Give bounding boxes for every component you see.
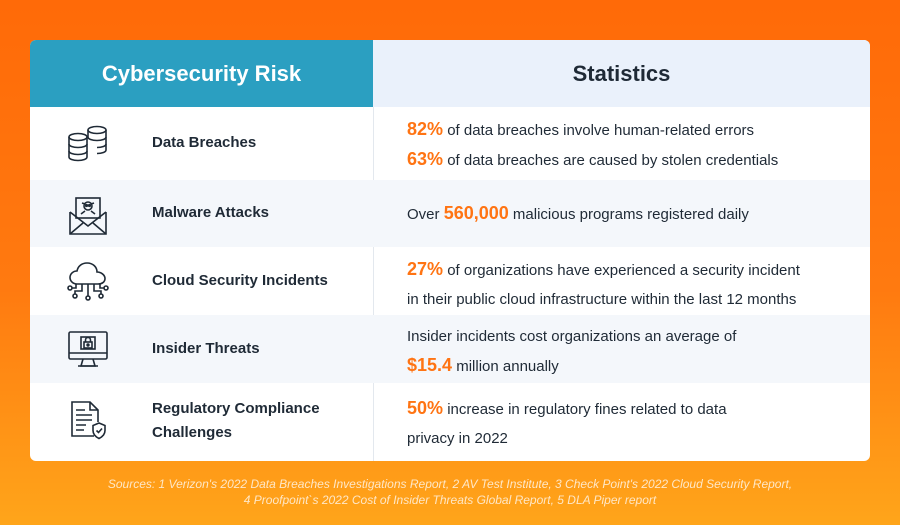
risk-name: Malware Attacks <box>152 204 269 221</box>
table-row-insider-threats: Insider Threats Insider incidents cost o… <box>30 315 870 383</box>
risk-name: Regulatory Compliance Challenges <box>152 400 320 441</box>
risk-name: Cloud Security Incidents <box>152 272 328 289</box>
statistic-text: Over 560,000 malicious programs register… <box>407 203 749 223</box>
table-row-cloud-security-incidents: Cloud Security Incidents 27% of organiza… <box>30 247 870 315</box>
stat-highlight: 63% <box>407 149 444 169</box>
column-divider <box>373 107 374 461</box>
statistics-column-header: Statistics <box>373 40 870 107</box>
risk-name: Insider Threats <box>152 340 260 357</box>
monitor-lock-icon <box>66 327 110 371</box>
stat-highlight: 27% <box>407 259 444 279</box>
table-row-malware-attacks: Malware Attacks Over 560,000 malicious p… <box>30 180 870 247</box>
sources-footnote: Sources: 1 Verizon's 2022 Data Breaches … <box>107 477 793 507</box>
risk-column-header: Cybersecurity Risk <box>30 40 373 107</box>
stat-highlight: 50% <box>407 398 444 418</box>
statistic-text: 27% of organizations have experienced a … <box>407 259 800 308</box>
stats-table: Cybersecurity Risk Statistics Data Breac… <box>30 40 870 461</box>
table-row-regulatory-compliance: Regulatory Compliance Challenges 50% inc… <box>30 383 870 461</box>
risk-name: Data Breaches <box>152 134 257 151</box>
stat-highlight: 560,000 <box>443 203 509 223</box>
stat-highlight: $15.4 <box>407 355 453 375</box>
statistic-text: Insider incidents cost organizations an … <box>407 328 737 375</box>
database-icon <box>66 122 110 166</box>
statistic-text: 50% increase in regulatory fines related… <box>407 398 727 447</box>
stat-highlight: 82% <box>407 119 444 139</box>
document-shield-icon <box>66 398 110 442</box>
cloud-network-icon <box>66 259 110 303</box>
table-row-data-breaches: Data Breaches 82% of data breaches invol… <box>30 107 870 180</box>
malware-envelope-icon <box>66 194 110 238</box>
statistic-text: 82% of data breaches involve human-relat… <box>407 119 779 169</box>
